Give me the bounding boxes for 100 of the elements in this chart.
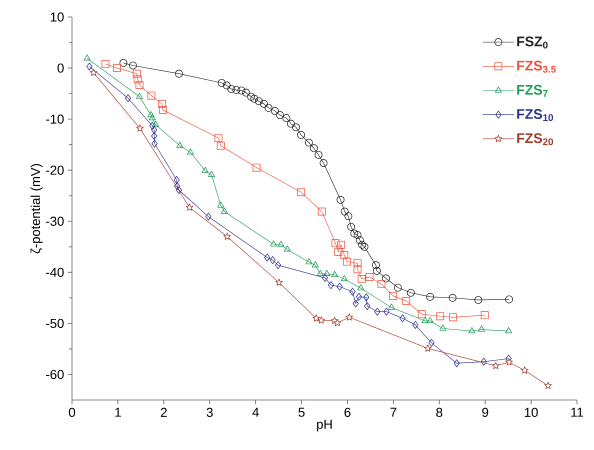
point — [282, 114, 290, 122]
point — [372, 266, 381, 275]
point — [377, 280, 386, 288]
point — [292, 123, 300, 132]
point — [136, 80, 144, 89]
point — [218, 78, 226, 87]
point — [374, 308, 380, 316]
point — [250, 94, 258, 103]
point — [275, 261, 282, 270]
point — [314, 150, 322, 159]
x-tick-label: 10 — [524, 408, 538, 417]
point — [270, 107, 279, 115]
point — [334, 248, 342, 256]
point — [337, 240, 345, 249]
point — [364, 302, 370, 310]
y-tick-label: 10 — [50, 12, 64, 22]
point — [148, 114, 156, 120]
point — [202, 166, 209, 173]
point — [220, 208, 228, 214]
x-tick-label: 5 — [298, 408, 305, 417]
point — [332, 239, 340, 248]
point — [394, 284, 402, 292]
point — [363, 293, 370, 302]
point — [214, 134, 222, 142]
point — [454, 359, 460, 368]
point — [323, 270, 330, 276]
point — [328, 281, 334, 290]
point — [478, 326, 485, 332]
point — [242, 88, 250, 97]
point — [357, 284, 364, 290]
y-tick-label: -30 — [46, 216, 64, 226]
point — [406, 288, 415, 297]
point — [356, 236, 364, 244]
x-tick-label: 11 — [571, 408, 584, 417]
point — [158, 100, 166, 108]
point — [544, 382, 552, 389]
point — [276, 111, 284, 119]
point — [347, 222, 356, 231]
point — [316, 270, 324, 276]
point — [152, 120, 160, 127]
point — [310, 144, 318, 152]
point — [174, 182, 180, 190]
y-tick-label: -50 — [46, 318, 64, 328]
point — [354, 265, 362, 274]
point — [318, 208, 326, 216]
point — [151, 132, 158, 140]
y-tick-label: -60 — [46, 370, 64, 380]
point — [354, 259, 362, 268]
point — [113, 64, 121, 72]
point — [331, 270, 338, 278]
point — [436, 312, 444, 320]
x-tick-label: 9 — [482, 408, 488, 417]
legend-label: FZS$_{3.5}$ — [517, 60, 556, 73]
point — [358, 240, 366, 249]
point — [90, 68, 98, 76]
point — [320, 159, 328, 167]
x-tick-label: 4 — [252, 408, 259, 417]
point — [382, 274, 390, 282]
point — [174, 176, 180, 184]
point — [356, 292, 362, 301]
point — [312, 261, 319, 268]
x-tick-label: 8 — [436, 408, 442, 417]
legend-label: FZS$_{7}$ — [517, 84, 548, 97]
point — [388, 292, 397, 300]
point — [448, 294, 457, 302]
y-tick-label: 0 — [58, 63, 64, 73]
point — [222, 81, 231, 90]
point — [383, 308, 390, 316]
point — [208, 170, 216, 177]
point — [136, 124, 144, 132]
point — [372, 261, 380, 270]
point — [412, 321, 418, 329]
point — [304, 138, 313, 147]
x-tick-label: 3 — [206, 408, 213, 417]
point — [217, 202, 224, 208]
point — [270, 240, 277, 246]
point — [254, 97, 263, 106]
point — [132, 70, 141, 78]
point — [480, 311, 489, 320]
point — [354, 231, 362, 239]
legend-label: FZS$_{20}$ — [517, 133, 554, 146]
point — [426, 316, 434, 323]
point — [176, 186, 182, 194]
point — [312, 314, 320, 322]
point — [264, 254, 270, 262]
point — [147, 92, 156, 100]
point — [336, 196, 345, 204]
point — [474, 296, 482, 304]
y-tick-label: -20 — [46, 166, 64, 175]
point — [148, 111, 154, 118]
point — [422, 316, 428, 323]
x-tick-label: 1 — [115, 408, 121, 417]
point — [223, 232, 231, 240]
y-tick-label: -10 — [46, 114, 64, 124]
x-tick-label: 6 — [344, 408, 350, 417]
point — [152, 140, 158, 148]
point — [227, 85, 236, 93]
point — [129, 62, 137, 70]
x-axis-title: pH — [317, 420, 332, 432]
point — [340, 275, 348, 282]
